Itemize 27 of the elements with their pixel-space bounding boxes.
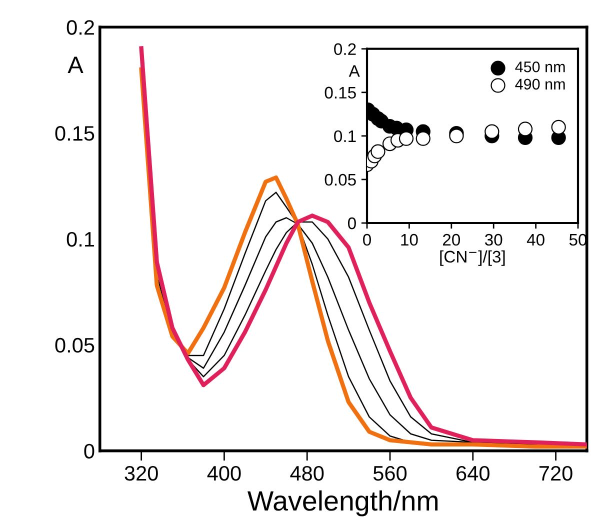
- y-axis-title: A: [348, 65, 360, 77]
- y-tick-label: 0.05: [55, 338, 94, 353]
- x-tick-label: 560: [373, 466, 407, 481]
- x-tick-label: 720: [539, 466, 572, 481]
- x-tick-label: 20: [442, 234, 460, 246]
- x-tick-label: 480: [290, 466, 324, 481]
- x-axis-title: Wavelength/nm: [248, 490, 438, 516]
- y-tick-label: 0: [348, 217, 356, 230]
- y-axis-title: A: [68, 56, 84, 74]
- y-tick-label: 0.2: [334, 43, 356, 56]
- x-tick-label: 10: [401, 234, 418, 246]
- legend-label: 450 nm: [515, 61, 565, 72]
- y-tick-label: 0.15: [324, 86, 356, 99]
- x-tick-label: 40: [526, 234, 544, 246]
- x-tick-label: 0: [363, 234, 371, 246]
- y-tick-label: 0.05: [324, 174, 356, 186]
- y-tick-label: 0.1: [334, 130, 356, 142]
- y-tick-label: 0.15: [55, 126, 94, 141]
- y-tick-label: 0.2: [66, 20, 94, 35]
- y-tick-label: 0.1: [66, 232, 94, 247]
- legend-label: 490 nm: [515, 78, 565, 90]
- y-tick-label: 0: [84, 444, 94, 459]
- x-axis-title: [CN$^{−}$]/[3]: [440, 250, 505, 266]
- x-tick-label: 400: [207, 466, 241, 481]
- x-tick-label: 30: [484, 234, 502, 246]
- x-tick-label: 320: [124, 466, 158, 481]
- x-tick-label: 640: [456, 466, 490, 481]
